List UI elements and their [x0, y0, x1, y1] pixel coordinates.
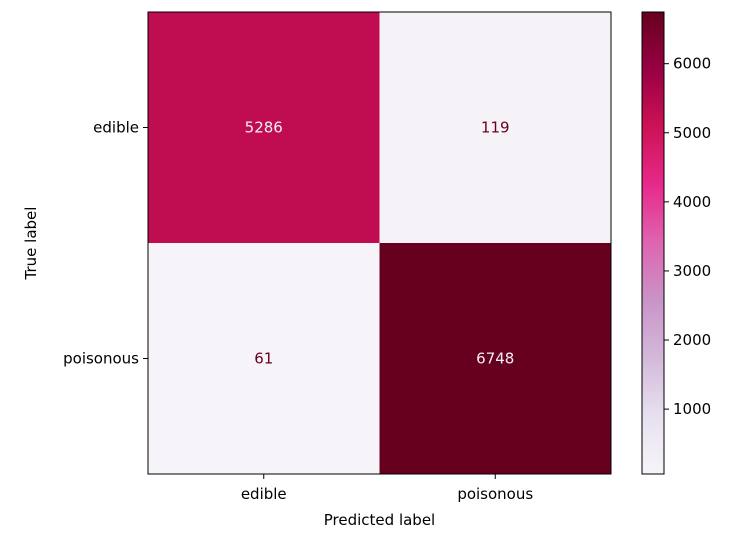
x-tick-label: poisonous [457, 485, 533, 503]
x-tick-label: edible [241, 485, 287, 503]
cell-value-label: 5286 [245, 119, 283, 137]
colorbar-tick-label: 6000 [673, 55, 711, 73]
x-axis-ticks: edible poisonous [241, 474, 533, 503]
colorbar-tick-label: 3000 [673, 262, 711, 280]
colorbar-ticks: 1000 2000 3000 4000 5000 6000 [664, 55, 711, 418]
colorbar-tick-label: 4000 [673, 193, 711, 211]
cell-value-label: 119 [481, 119, 510, 137]
colorbar-tick-label: 2000 [673, 331, 711, 349]
cell-value-label: 61 [254, 350, 273, 368]
y-axis-label: True label [22, 207, 40, 281]
heatmap-cell [148, 243, 380, 475]
colorbar [641, 11, 665, 475]
heatmap-cell [148, 12, 380, 244]
y-axis-ticks: edible poisonous [63, 119, 148, 368]
colorbar-tick-label: 1000 [673, 400, 711, 418]
heatmap-cell [379, 12, 612, 244]
x-axis-label: Predicted label [324, 511, 435, 529]
heatmap-cells [148, 12, 612, 475]
y-tick-label: edible [93, 119, 139, 137]
cell-value-label: 6748 [476, 350, 514, 368]
colorbar-tick-label: 5000 [673, 124, 711, 142]
heatmap-cell-labels: 5286 119 61 6748 [245, 119, 515, 368]
heatmap-cell [379, 243, 612, 475]
y-tick-label: poisonous [63, 350, 139, 368]
plot-frame [147, 11, 612, 475]
